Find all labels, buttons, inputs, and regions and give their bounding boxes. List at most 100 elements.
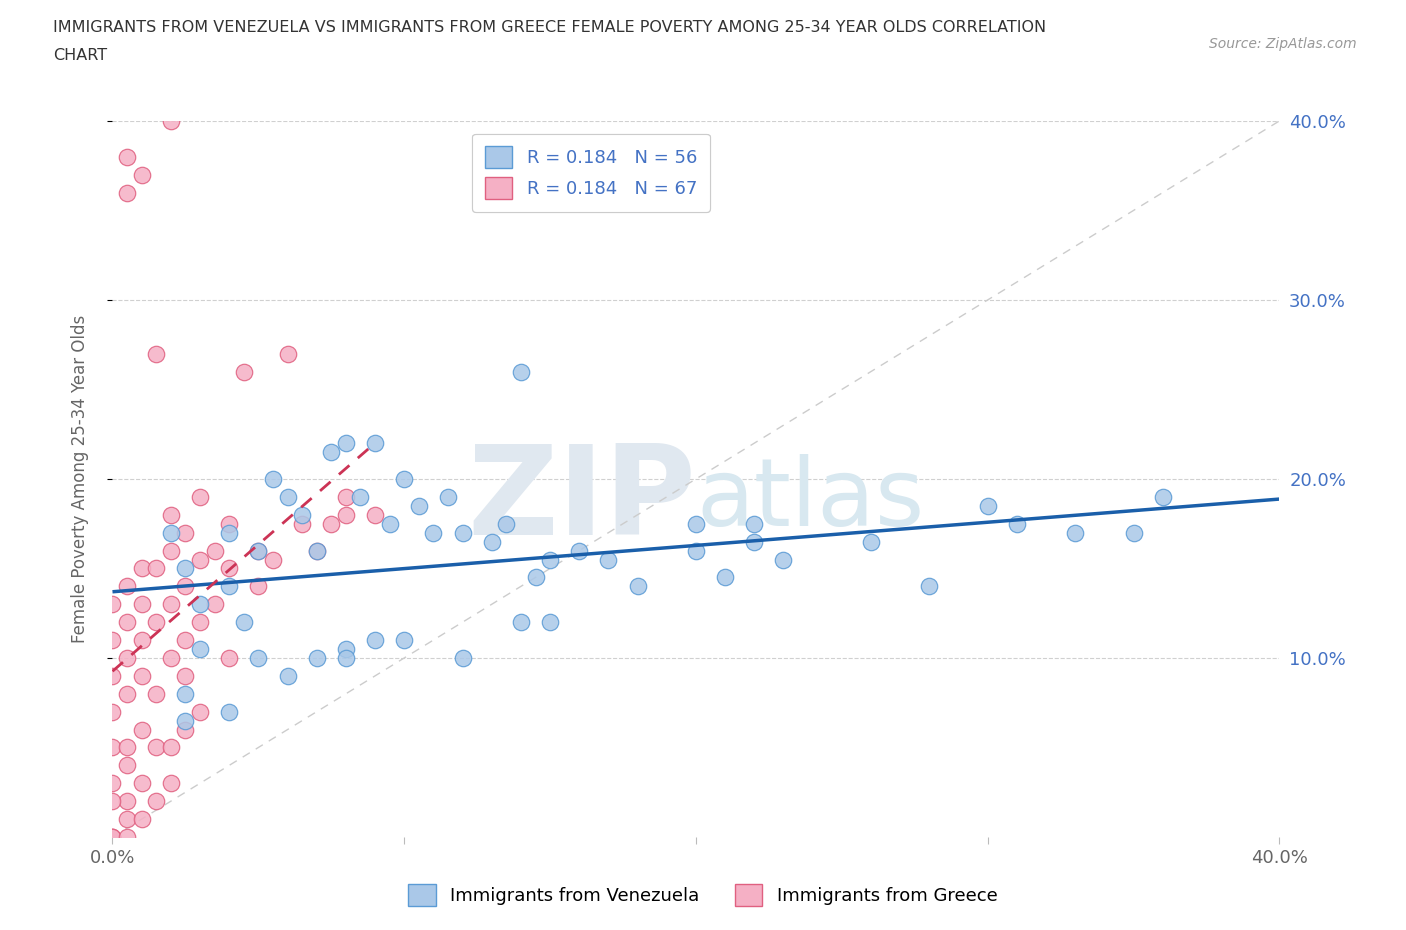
Point [174,525,197,540]
Point [145,346,167,361]
Point [115,651,138,666]
Point [218,651,240,666]
Point [742,516,765,531]
Point [101,794,124,809]
Point [394,472,416,486]
Point [115,812,138,827]
Point [509,615,531,630]
Point [568,543,591,558]
Text: IMMIGRANTS FROM VENEZUELA VS IMMIGRANTS FROM GREECE FEMALE POVERTY AMONG 25-34 Y: IMMIGRANTS FROM VENEZUELA VS IMMIGRANTS … [53,20,1046,35]
Point [131,669,153,684]
Point [145,794,167,809]
Point [101,632,124,647]
Point [101,669,124,684]
Point [174,561,197,576]
Point [232,615,254,630]
Point [218,561,240,576]
Point [685,543,707,558]
Point [115,794,138,809]
Point [101,776,124,790]
Point [538,552,561,567]
Point [115,686,138,701]
Point [232,364,254,379]
Point [174,669,197,684]
Point [174,632,197,647]
Point [685,516,707,531]
Point [408,498,430,513]
Point [204,543,226,558]
Point [160,776,183,790]
Point [291,516,314,531]
Point [276,346,298,361]
Point [160,508,183,523]
Point [145,561,167,576]
Point [101,830,124,844]
Point [437,489,460,504]
Point [101,704,124,719]
Point [378,516,401,531]
Point [174,722,197,737]
Point [364,508,387,523]
Point [247,578,270,594]
Point [160,651,183,666]
Point [101,597,124,612]
Point [538,615,561,630]
Legend: Immigrants from Venezuela, Immigrants from Greece: Immigrants from Venezuela, Immigrants fr… [401,877,1005,913]
Point [714,570,737,585]
Point [772,552,794,567]
Point [335,651,357,666]
Point [291,508,314,523]
Point [321,445,343,459]
Point [509,364,531,379]
Legend: R = 0.184   N = 56, R = 0.184   N = 67: R = 0.184 N = 56, R = 0.184 N = 67 [472,134,710,212]
Point [364,435,387,451]
Point [188,552,211,567]
Text: Source: ZipAtlas.com: Source: ZipAtlas.com [1209,37,1357,51]
Point [115,615,138,630]
Point [1064,525,1087,540]
Point [115,740,138,755]
Point [335,642,357,657]
Point [918,578,941,594]
Point [305,543,328,558]
Point [349,489,371,504]
Point [627,578,650,594]
Point [188,704,211,719]
Point [335,435,357,451]
Point [218,525,240,540]
Text: atlas: atlas [696,455,924,547]
Y-axis label: Female Poverty Among 25-34 Year Olds: Female Poverty Among 25-34 Year Olds [70,315,89,643]
Point [101,830,124,844]
Point [481,534,503,549]
Point [1005,516,1028,531]
Point [335,489,357,504]
Point [204,597,226,612]
Point [394,632,416,647]
Point [145,740,167,755]
Point [101,830,124,844]
Point [422,525,444,540]
Point [364,632,387,647]
Point [247,651,270,666]
Point [451,525,474,540]
Point [1122,525,1144,540]
Point [524,570,547,585]
Point [160,525,183,540]
Point [115,578,138,594]
Point [160,740,183,755]
Text: CHART: CHART [53,48,107,63]
Point [115,185,138,200]
Point [742,534,765,549]
Point [160,597,183,612]
Point [188,642,211,657]
Point [131,561,153,576]
Point [115,830,138,844]
Point [305,543,328,558]
Point [247,543,270,558]
Point [1152,489,1174,504]
Point [174,713,197,728]
Point [131,632,153,647]
Point [218,704,240,719]
Point [131,722,153,737]
Point [188,615,211,630]
